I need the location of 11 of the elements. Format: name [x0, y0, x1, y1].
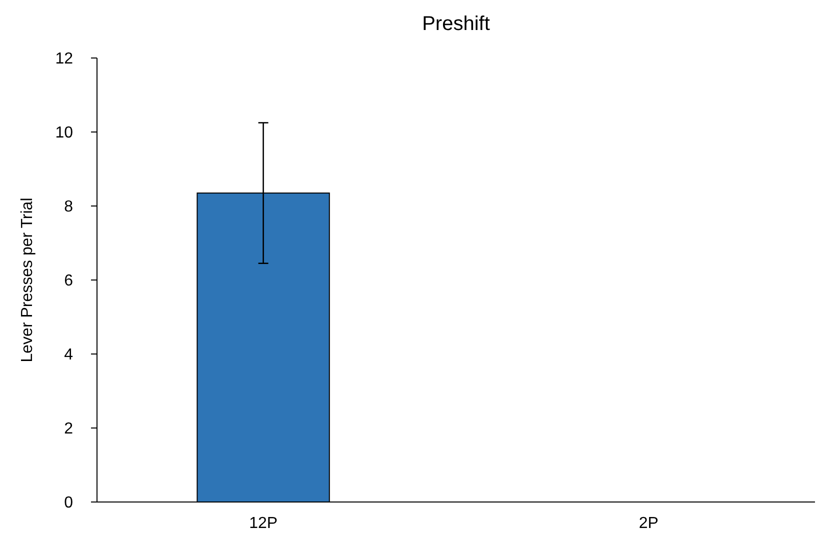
y-tick-label: 10 [55, 124, 74, 142]
y-tick-label: 4 [64, 346, 74, 364]
chart-title: Preshift [422, 13, 490, 35]
y-tick-label: 0 [64, 494, 74, 512]
y-tick-label: 8 [64, 198, 74, 216]
y-axis-title: Lever Presses per Trial [19, 198, 36, 362]
x-tick-label: 12P [249, 515, 278, 532]
x-tick-label: 2P [638, 515, 658, 532]
y-tick-label: 12 [55, 50, 74, 68]
y-tick-label: 2 [64, 420, 74, 438]
y-tick-label: 6 [64, 272, 74, 290]
